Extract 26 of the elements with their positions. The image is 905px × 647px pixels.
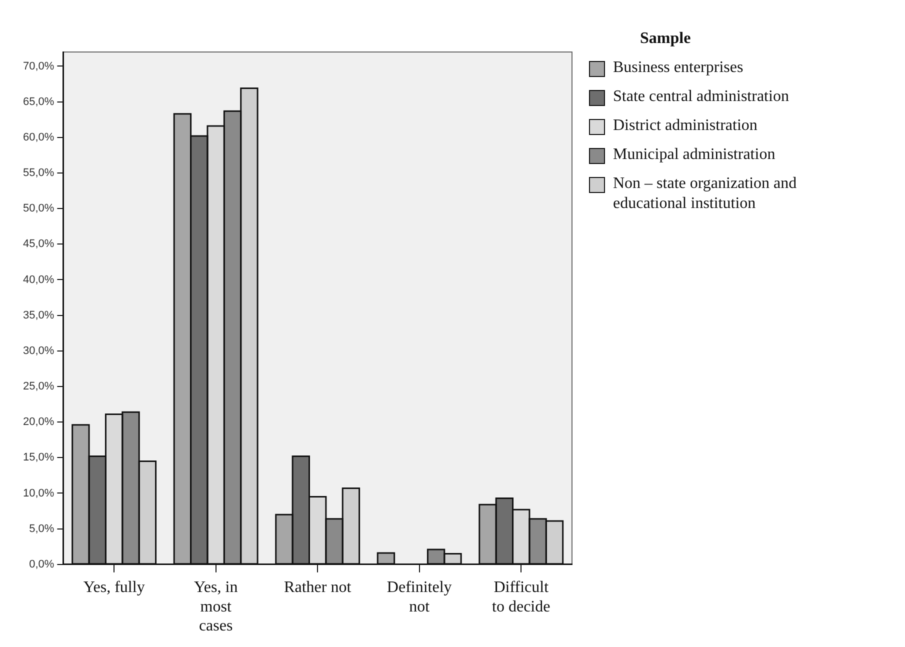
y-tick-label: 65,0% <box>22 96 54 108</box>
legend-label: Non – state organization and educational institution <box>613 175 797 212</box>
legend-label: Business enterprises <box>613 59 744 76</box>
y-tick-label: 45,0% <box>22 238 54 250</box>
y-tick-label: 70,0% <box>22 60 54 72</box>
y-tick-label: 35,0% <box>22 309 54 322</box>
y-tick-label: 10,0% <box>22 487 54 500</box>
y-tick-label: 0,0% <box>29 558 54 570</box>
y-tick-label: 50,0% <box>22 202 54 215</box>
x-tick-label: Definitely not <box>386 579 452 616</box>
y-tick-label: 20,0% <box>22 416 54 428</box>
x-tick-label: Yes, in most cases <box>194 579 238 635</box>
y-tick-label: 30,0% <box>22 344 54 357</box>
y-tick-label: 25,0% <box>22 380 54 393</box>
y-tick-label: 5,0% <box>29 522 54 535</box>
y-tick-label: 55,0% <box>22 167 54 180</box>
y-tick-label: 60,0% <box>22 131 54 144</box>
x-tick-label: Difficult to decide <box>492 579 550 616</box>
legend-label: Municipal administration <box>613 146 776 163</box>
legend-title: Sample <box>640 30 692 48</box>
legend-label: State central administration <box>613 88 789 105</box>
x-tick-label: Rather not <box>284 579 352 596</box>
y-tick-label: 40,0% <box>22 274 54 286</box>
legend-label: District administration <box>613 117 758 134</box>
x-tick-label: Yes, fully <box>83 579 145 596</box>
y-tick-label: 15,0% <box>22 452 54 464</box>
